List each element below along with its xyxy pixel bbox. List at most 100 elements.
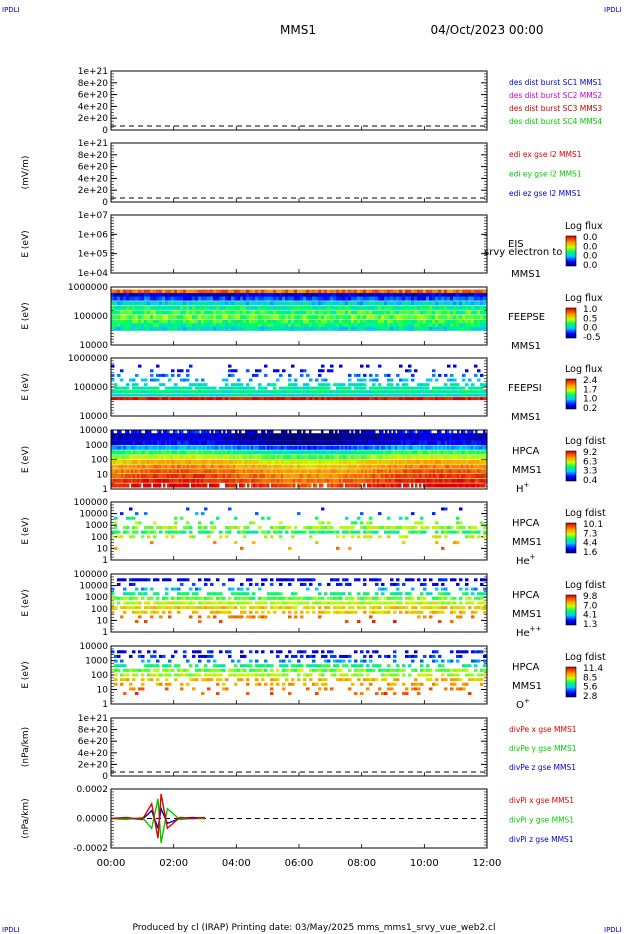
spectrogram-cell — [445, 440, 448, 446]
spectrogram-cell — [150, 378, 154, 382]
spectrogram-cell — [211, 464, 214, 469]
spectrogram-cell — [279, 289, 283, 294]
spectrogram-cell — [399, 305, 403, 310]
spectrogram-cell — [141, 473, 144, 479]
spectrogram-cell — [369, 289, 373, 294]
spectrogram-cell — [395, 483, 398, 488]
spectrogram-cell — [312, 319, 316, 324]
spectrogram-cell — [207, 397, 211, 401]
spectrogram-cell — [174, 390, 178, 394]
spectrogram-cell — [153, 323, 157, 328]
spectrogram-cell — [373, 436, 376, 441]
spectrogram-cell — [255, 315, 259, 320]
spectrogram-cell — [435, 530, 439, 534]
spectrogram-cell — [252, 373, 256, 377]
spectrogram-cell — [432, 526, 436, 530]
spectrogram-cell — [115, 436, 118, 441]
spectrogram-cell — [372, 378, 376, 382]
spectrogram-cell — [357, 429, 360, 434]
spectrogram-cell — [175, 459, 178, 464]
spectrogram-cell — [443, 450, 446, 455]
spectrogram-cell — [477, 301, 481, 306]
spectrogram-cell — [229, 445, 232, 450]
spectrogram-cell — [327, 521, 331, 525]
spectrogram-cell — [275, 433, 278, 438]
spectrogram-cell — [115, 459, 118, 464]
spectrogram-cell — [150, 541, 154, 545]
spectrogram-cell — [199, 436, 202, 441]
spectrogram-cell — [432, 315, 436, 320]
spectrogram-cell — [219, 445, 222, 450]
spectrogram-cell — [144, 397, 148, 401]
spectrogram-cell — [183, 455, 186, 460]
spectrogram-cell — [441, 459, 444, 464]
ytick-label: 1e+07 — [78, 211, 108, 221]
spectrogram-cell — [293, 436, 296, 441]
spectrogram-cell — [246, 319, 250, 324]
spectrogram-cell — [210, 393, 214, 397]
spectrogram-cell — [237, 440, 240, 446]
spectrogram-cell — [209, 473, 212, 479]
spectrogram-cell — [243, 326, 247, 331]
spectrogram-cell — [477, 323, 481, 328]
spectrogram-cell — [300, 323, 304, 328]
spectrogram-cell — [231, 296, 235, 301]
spectrogram-cell — [285, 433, 288, 438]
spectrogram-cell — [186, 323, 190, 328]
spectrogram-cell — [189, 478, 192, 483]
spectrogram-cell — [471, 483, 474, 488]
spectrogram-cell — [177, 440, 180, 446]
spectrogram-cell — [335, 464, 338, 469]
spectrogram-cell — [273, 526, 277, 530]
spectrogram-cell — [341, 450, 344, 455]
spectrogram-cell — [453, 464, 456, 469]
spectrogram-cell — [163, 445, 166, 450]
spectrogram-cell — [156, 397, 160, 401]
spectrogram-cell — [207, 305, 211, 310]
spectrogram-cell — [282, 386, 286, 390]
spectrogram-cell — [417, 478, 420, 483]
spectrogram-cell — [341, 483, 344, 488]
spectrogram-cell — [372, 526, 376, 530]
spectrogram-cell — [345, 319, 349, 324]
spectrogram-cell — [275, 440, 278, 446]
spectrogram-cell — [379, 445, 382, 450]
spectrogram-cell — [291, 289, 295, 294]
spectrogram-cell — [366, 530, 370, 534]
spectrogram-cell — [216, 393, 220, 397]
spectrogram-cell — [119, 464, 122, 469]
spectrogram-cell — [207, 535, 211, 539]
spectrogram-cell — [183, 289, 187, 294]
spectrogram-cell — [145, 478, 148, 483]
spectrogram-cell — [281, 440, 284, 446]
spectrogram-cell — [325, 455, 328, 460]
spectrogram-cell — [135, 459, 138, 464]
spectrogram-cell — [315, 315, 319, 320]
spectrogram-cell — [327, 301, 331, 306]
spectrogram-cell — [269, 464, 272, 469]
spectrogram-cell — [303, 397, 307, 401]
spectrogram-cell — [456, 386, 460, 390]
spectrogram-cell — [243, 450, 246, 455]
spectrogram-cell — [186, 521, 190, 525]
spectrogram-cell — [414, 301, 418, 306]
spectrogram-cell — [321, 293, 325, 298]
spectrogram-cell — [393, 289, 397, 294]
spectrogram-cell — [169, 455, 172, 460]
spectrogram-cell — [295, 445, 298, 450]
spectrogram-cell — [335, 478, 338, 483]
spectrogram-cell — [159, 373, 163, 377]
spectrogram-cell — [228, 373, 232, 377]
panel-frame — [110, 214, 488, 274]
spectrogram-cell — [191, 459, 194, 464]
spectrogram-cell — [357, 301, 361, 306]
spectrogram-cell — [408, 319, 412, 324]
spectrogram-cell — [363, 459, 366, 464]
spectrogram-cell — [387, 397, 391, 401]
spectrogram-cell — [255, 512, 259, 516]
spectrogram-cell — [417, 293, 421, 298]
spectrogram-cell — [456, 296, 460, 301]
spectrogram-cell — [216, 323, 220, 328]
spectrogram-cell — [384, 326, 388, 331]
spectrogram-cell — [198, 293, 202, 298]
